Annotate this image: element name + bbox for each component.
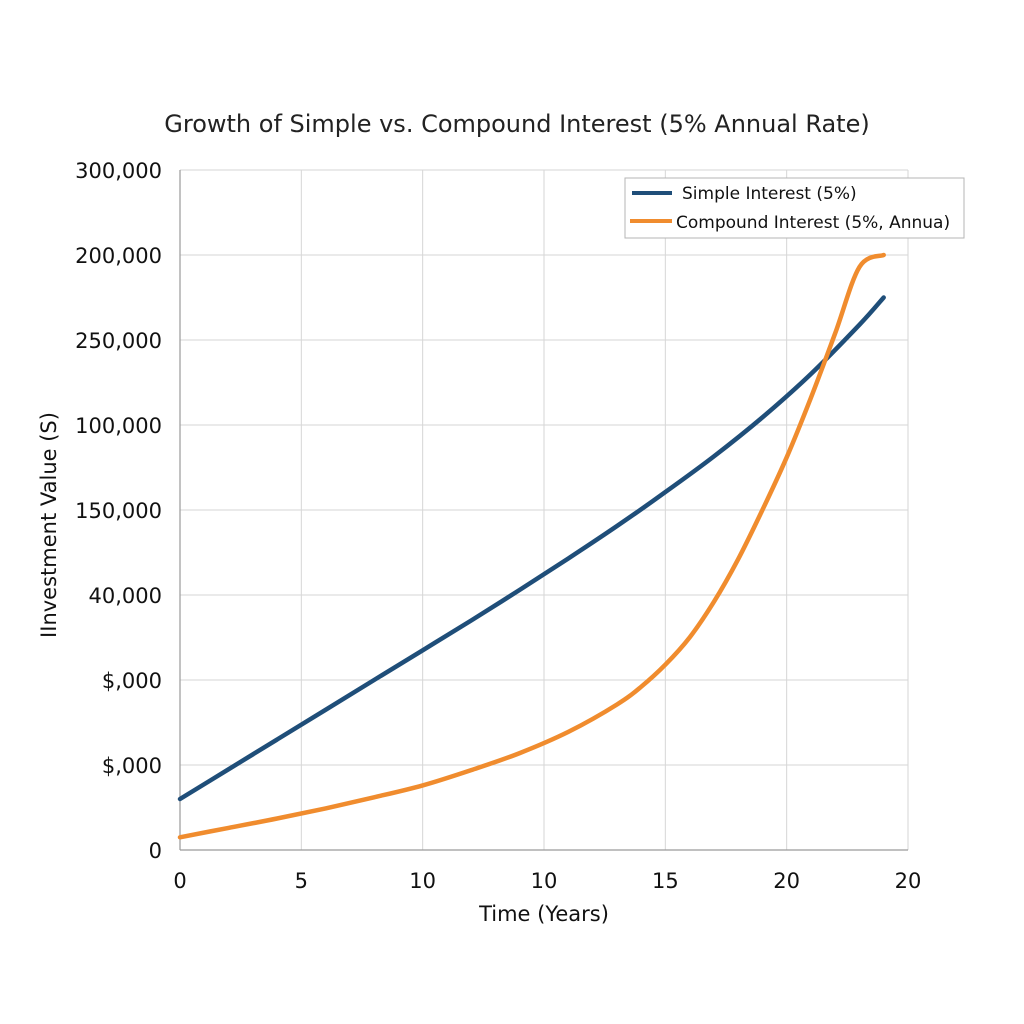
y-tick-label: $,000 <box>102 754 162 778</box>
y-tick-label: 200,000 <box>75 244 162 268</box>
grid <box>180 169 909 850</box>
x-tick-label: 0 <box>173 869 186 893</box>
chart-title: Growth of Simple vs. Compound Interest (… <box>164 110 869 138</box>
y-tick-label: 100,000 <box>75 414 162 438</box>
y-tick-label: 0 <box>149 839 162 863</box>
legend-box <box>624 177 965 239</box>
x-tick-label: 5 <box>295 869 308 893</box>
x-tick-label: 10 <box>409 869 436 893</box>
legend-label-compound: Compound Interest (5%, Annua) <box>676 213 950 233</box>
series-lines <box>177 252 886 840</box>
x-tick-labels: 0 5 10 10 15 20 20 <box>173 869 921 893</box>
y-tick-label: 150,000 <box>75 499 162 523</box>
series-line-simple-interest <box>177 295 886 802</box>
series-line-compound-interest <box>177 252 886 840</box>
y-tick-labels: 0 $,000 $,000 40,000 150,000 100,000 250,000 20… <box>75 159 162 863</box>
y-tick-label: 40,000 <box>89 584 162 608</box>
x-tick-label: 20 <box>895 869 922 893</box>
x-tick-label: 15 <box>652 869 679 893</box>
x-tick-label: 10 <box>531 869 558 893</box>
legend: Simple Interest (5%) Compound Interest (… <box>624 177 965 239</box>
y-tick-label: $,000 <box>102 669 162 693</box>
y-axis-label: IInvestment Value (S) <box>37 412 61 638</box>
x-tick-label: 20 <box>773 869 800 893</box>
x-axis-label: Time (Years) <box>478 902 609 926</box>
legend-label-simple: Simple Interest (5%) <box>682 184 857 204</box>
axes <box>179 170 908 851</box>
y-tick-label: 250,000 <box>75 329 162 353</box>
y-tick-label: 300,000 <box>75 159 162 183</box>
